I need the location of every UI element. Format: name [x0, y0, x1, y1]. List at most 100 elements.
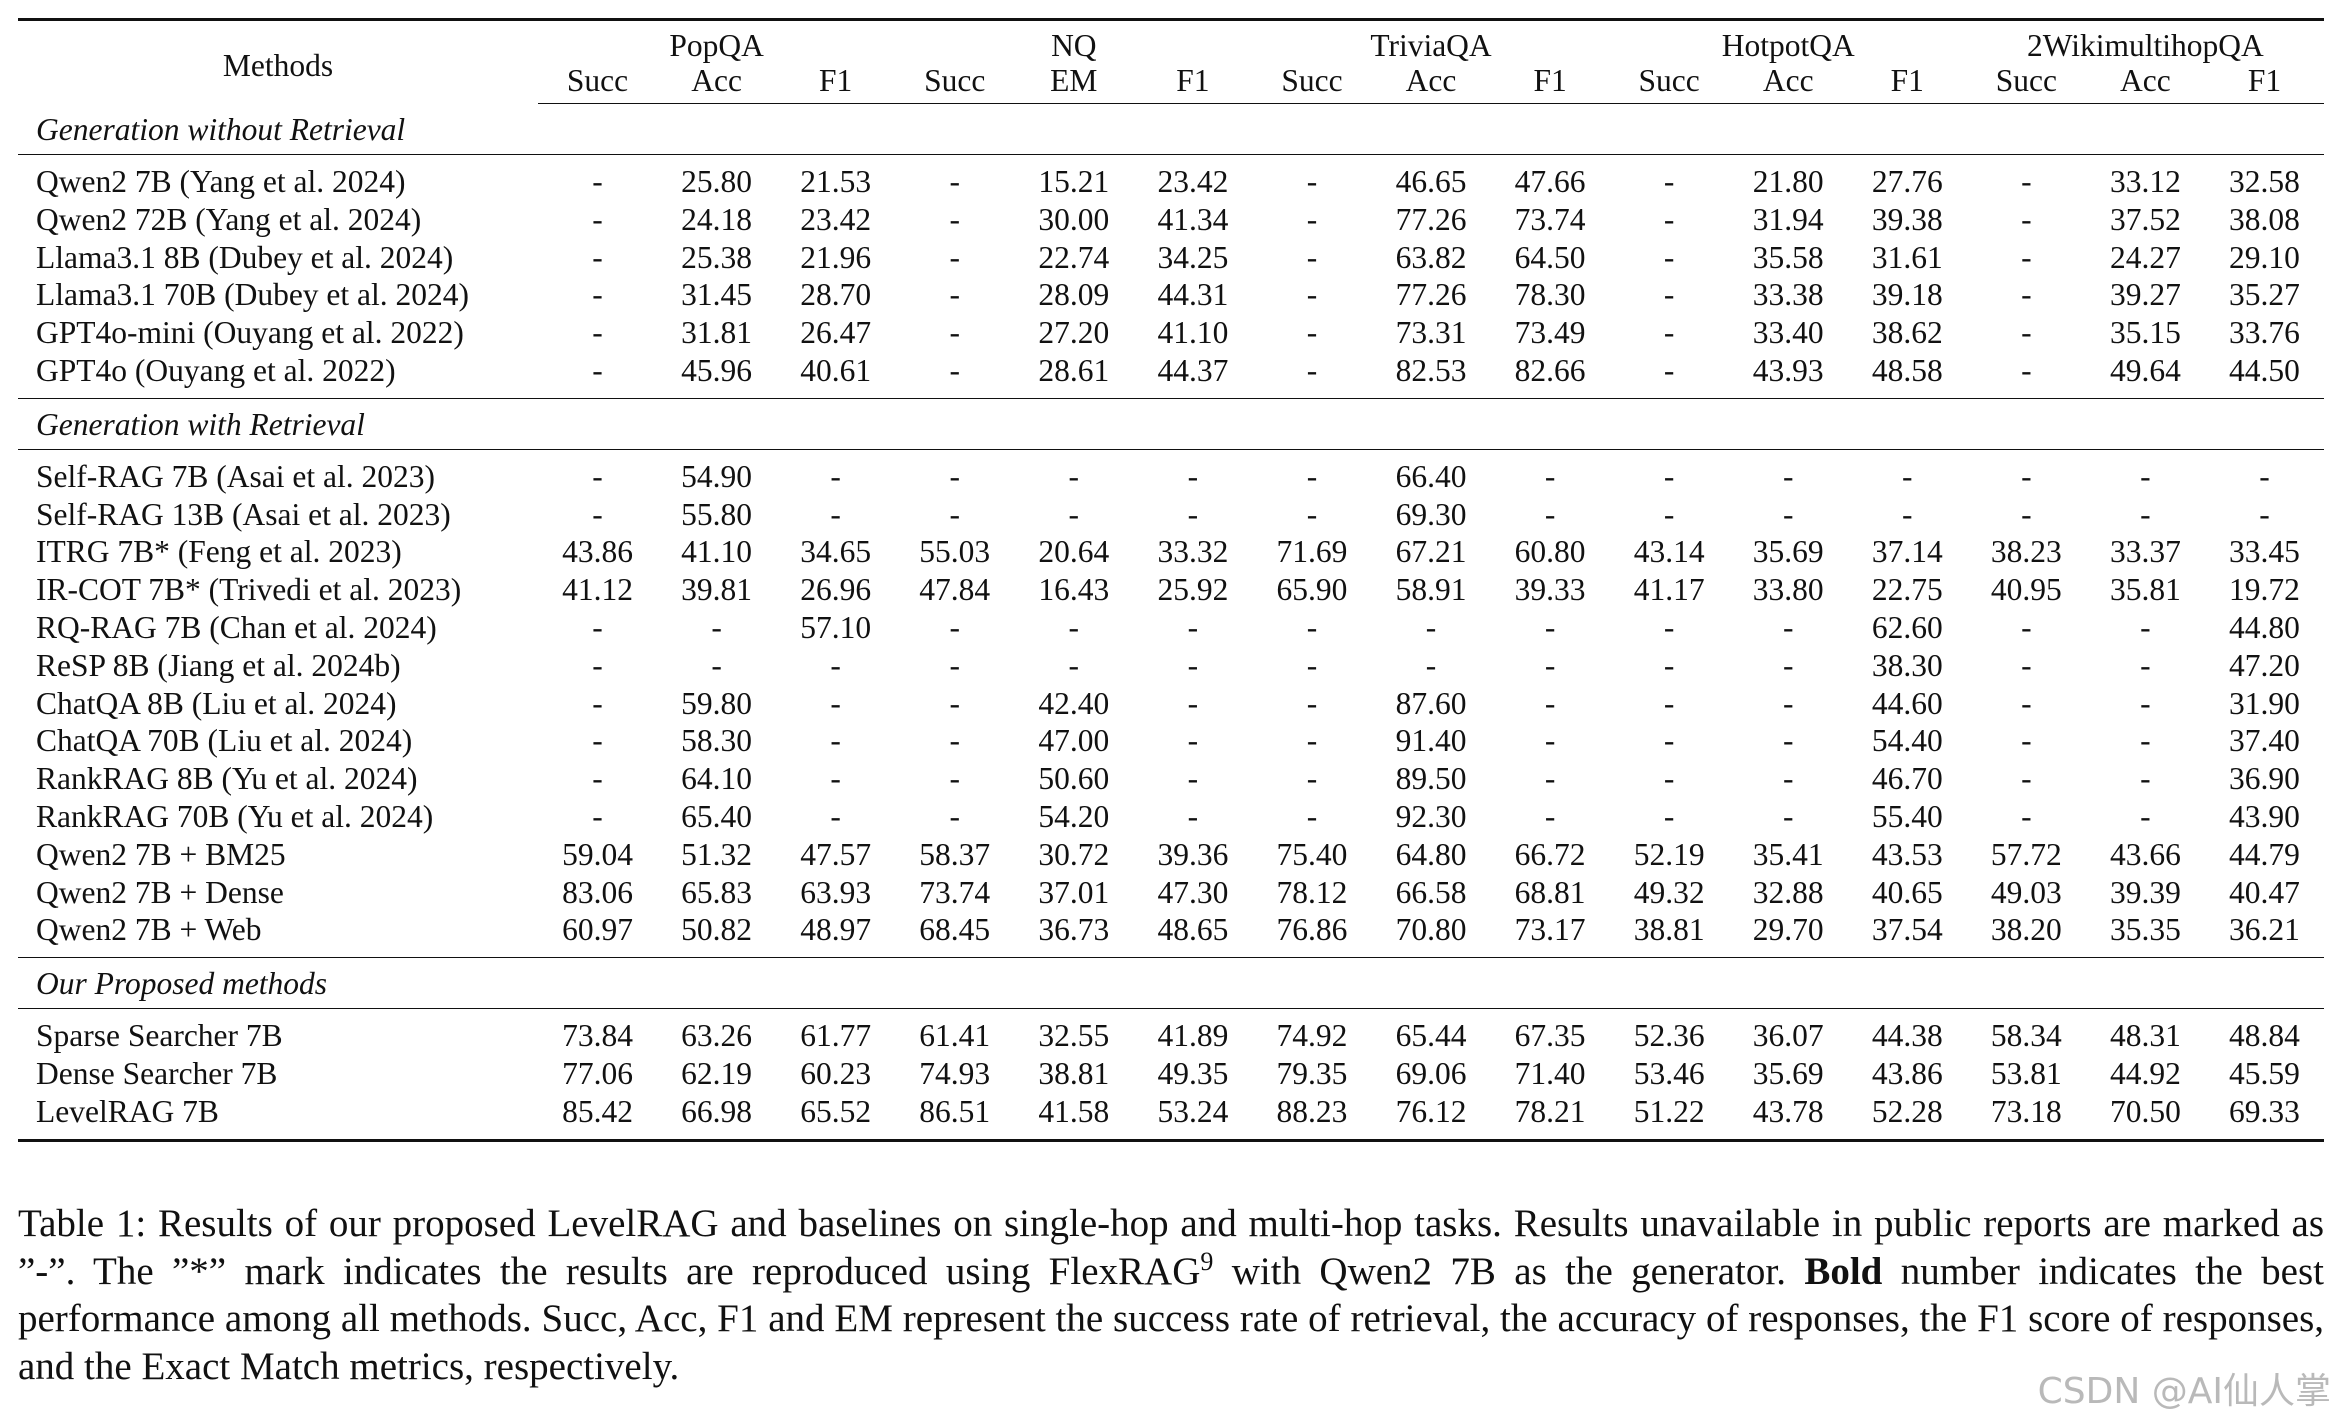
- table-cell: 32.58: [2229, 164, 2300, 199]
- table-cell: 76.12: [1371, 1092, 1491, 1142]
- table-cell: -: [2021, 239, 2032, 275]
- table-cell: 53.24: [1133, 1092, 1253, 1142]
- table-cell: 43.93: [1752, 352, 1824, 388]
- table-cell: 82.66: [1514, 352, 1586, 388]
- table-cell: 31.90: [2229, 685, 2300, 721]
- table-row: Dense Searcher 7B 77.06 62.19 60.23 74.93 38.…: [18, 1055, 2324, 1093]
- table-cell: 67.21: [1395, 534, 1467, 570]
- table-cell: 68.81: [1514, 874, 1586, 910]
- table-row: Qwen2 7B + Dense 83.06 65.83 63.93 73.74 37.0…: [18, 874, 2324, 912]
- table-cell: 47.57: [800, 836, 872, 872]
- table-cell: -: [2021, 458, 2032, 494]
- table-cell: -: [592, 239, 603, 275]
- table-cell: -: [2021, 496, 2032, 532]
- table-cell: 53.46: [1633, 1055, 1705, 1091]
- table-cell: 28.09: [1038, 277, 1110, 313]
- table-cell: -: [949, 352, 960, 388]
- table-cell: 38.30: [1871, 647, 1943, 683]
- table-cell: 73.17: [1514, 912, 1586, 948]
- table-cell: -: [1187, 798, 1199, 834]
- table-cell: -: [1663, 458, 1675, 494]
- table-cell: 46.70: [1871, 761, 1943, 797]
- table-cell: 74.92: [1276, 1018, 1348, 1054]
- table-cell: -: [592, 201, 603, 237]
- table-cell: -: [1782, 458, 1794, 494]
- metric-header: Acc: [657, 63, 777, 104]
- table-cell: -: [1306, 761, 1318, 797]
- metric-header: F1: [1133, 63, 1253, 104]
- table-cell: 33.38: [1752, 277, 1824, 313]
- table-cell: -: [2140, 496, 2151, 532]
- table-cell: -: [1663, 277, 1675, 313]
- table-cell: 43.14: [1633, 534, 1705, 570]
- table-cell: 39.39: [2109, 874, 2181, 910]
- table-cell: -: [2259, 496, 2270, 532]
- table-cell: 55.40: [1871, 798, 1943, 834]
- table-cell: 49.03: [1990, 874, 2062, 910]
- table-cell: -: [592, 761, 603, 797]
- table-cell: -: [949, 201, 960, 237]
- table-cell: -: [1663, 798, 1675, 834]
- table-cell: -: [2021, 277, 2032, 313]
- table-cell: 43.66: [2109, 836, 2181, 872]
- table-cell: 27.20: [1038, 315, 1110, 351]
- table-cell: -: [949, 239, 960, 275]
- method-name: Self-RAG 7B (Asai et al. 2023): [36, 458, 435, 494]
- table-cell: -: [830, 685, 841, 721]
- table-cell: -: [1306, 647, 1318, 683]
- table-cell: 52.36: [1633, 1018, 1705, 1054]
- table-cell: 59.04: [562, 836, 633, 872]
- table-cell: 45.96: [681, 352, 753, 388]
- table-cell: 37.14: [1871, 534, 1943, 570]
- table-cell: 41.89: [1157, 1018, 1229, 1054]
- table-cell: 39.33: [1514, 572, 1586, 608]
- table-cell: 51.22: [1609, 1092, 1729, 1142]
- table-cell: 35.69: [1752, 1055, 1824, 1091]
- table-cell: 20.64: [1038, 534, 1110, 570]
- table-cell: 31.81: [681, 315, 753, 351]
- table-cell: -: [949, 164, 960, 199]
- table-cell: -: [830, 798, 841, 834]
- caption-text-3: number indicates the best performance am…: [18, 1249, 2325, 1388]
- method-name: Qwen2 72B (Yang et al. 2024): [36, 201, 422, 237]
- caption-text-1: Table 1: Results of our proposed LevelRA…: [18, 1202, 2324, 1293]
- table-cell: 43.86: [1871, 1055, 1943, 1091]
- table-cell: -: [2140, 609, 2151, 645]
- table-cell: 36.73: [1038, 912, 1110, 948]
- table-cell: 43.53: [1871, 836, 1943, 872]
- table-cell: -: [711, 647, 722, 683]
- section-header-row: Generation without Retrieval: [18, 103, 2325, 155]
- table-row: Self-RAG 7B (Asai et al. 2023) - 54.90 - - - -…: [18, 449, 2324, 495]
- table-cell: 37.52: [2109, 201, 2181, 237]
- table-row: RankRAG 70B (Yu et al. 2024) - 65.40 - - 54.2…: [18, 798, 2324, 836]
- table-cell: 41.10: [1157, 315, 1229, 351]
- results-table-container: Methods PopQA NQ TriviaQA HotpotQA 2Wikimulti…: [18, 18, 2325, 1142]
- table-cell: 69.33: [2204, 1092, 2325, 1142]
- results-table: Methods PopQA NQ TriviaQA HotpotQA 2Wikimulti…: [18, 18, 2325, 1142]
- method-name: Dense Searcher 7B: [36, 1055, 278, 1091]
- table-cell: 92.30: [1395, 798, 1467, 834]
- metric-header: F1: [1490, 63, 1610, 104]
- table-cell: -: [2140, 685, 2151, 721]
- table-cell: -: [949, 315, 960, 351]
- table-cell: 22.75: [1871, 572, 1943, 608]
- table-cell: -: [1544, 609, 1556, 645]
- method-name: ChatQA 70B (Liu et al. 2024): [36, 723, 413, 759]
- metric-header: Succ: [538, 63, 658, 104]
- table-cell: 77.06: [562, 1055, 633, 1091]
- table-cell: 19.72: [2229, 572, 2300, 608]
- table-row: IR-COT 7B* (Trivedi et al. 2023) 41.12 39.…: [18, 571, 2324, 609]
- table-row: Self-RAG 13B (Asai et al. 2023) - 55.80 - - -…: [18, 496, 2324, 534]
- table-cell: 75.40: [1276, 836, 1348, 872]
- table-cell: 38.08: [2229, 201, 2300, 237]
- table-cell: -: [949, 277, 960, 313]
- table-cell: 34.65: [800, 534, 872, 570]
- table-cell: 23.42: [1157, 164, 1229, 199]
- table-cell: 71.40: [1514, 1055, 1586, 1091]
- table-cell: -: [1663, 164, 1675, 199]
- table-cell: -: [711, 609, 722, 645]
- table-cell: 45.59: [2229, 1055, 2300, 1091]
- table-row: RankRAG 8B (Yu et al. 2024) - 64.10 - - 50.60…: [18, 760, 2324, 798]
- table-cell: -: [592, 723, 603, 759]
- table-cell: 48.84: [2229, 1018, 2300, 1054]
